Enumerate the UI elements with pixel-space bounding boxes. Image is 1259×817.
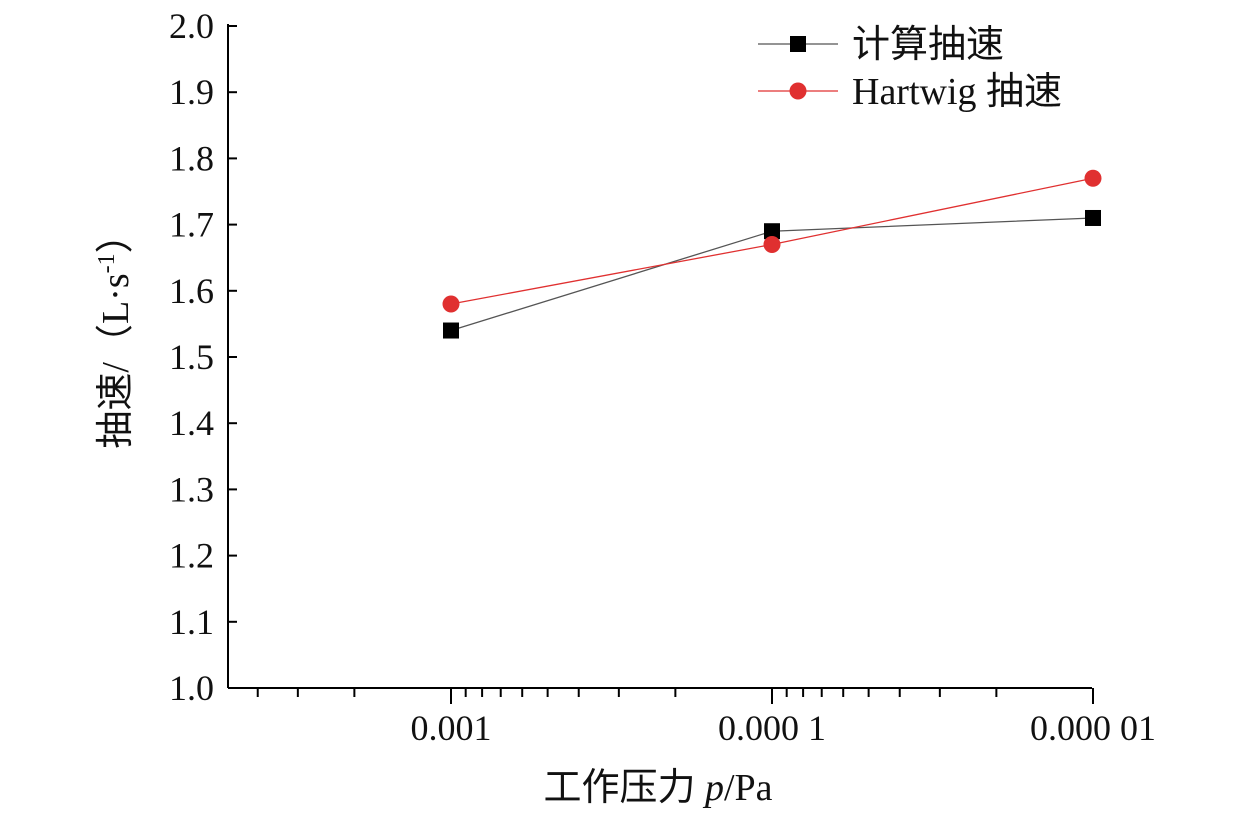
data-point-circle — [1084, 169, 1102, 187]
x-ticks: 0.001 0.000 1 0.000 01 — [256, 688, 1156, 748]
x-tick-label: 0.000 1 — [718, 708, 826, 748]
axes — [227, 24, 1092, 689]
y-tick-label: 1.2 — [169, 536, 214, 576]
legend-label: Hartwig 抽速 — [852, 71, 1062, 113]
legend-marker-square — [790, 36, 806, 52]
y-tick-label: 1.3 — [169, 469, 214, 509]
data-point-square — [443, 322, 459, 339]
y-ticks: 1.0 1.1 1.2 1.3 1.4 1.5 1.6 1.7 1.8 1.9 2.0 — [169, 6, 237, 708]
y-tick-label: 2.0 — [169, 6, 214, 46]
y-tick-label: 1.4 — [169, 403, 214, 443]
y-tick-label: 1.7 — [169, 205, 214, 245]
legend-marker-circle — [789, 82, 807, 100]
y-axis-title: 抽速/（L·s-1） — [94, 215, 137, 448]
x-tick-label: 0.001 — [411, 708, 492, 748]
y-tick-label: 1.1 — [169, 602, 214, 642]
y-tick-label: 1.6 — [169, 271, 214, 311]
y-tick-label: 1.5 — [169, 337, 214, 377]
legend: 计算抽速 Hartwig 抽速 — [758, 24, 1062, 113]
y-tick-label: 1.8 — [169, 138, 214, 178]
y-tick-label: 1.9 — [169, 72, 214, 112]
data-point-square — [1085, 209, 1101, 226]
legend-label: 计算抽速 — [852, 24, 1004, 66]
series-layer — [442, 169, 1102, 339]
data-point-circle — [763, 235, 781, 253]
y-tick-label: 1.0 — [169, 668, 214, 708]
data-point-circle — [442, 295, 460, 313]
x-tick-label: 0.000 01 — [1030, 708, 1156, 748]
x-axis-title: 工作压力 p/Pa — [543, 767, 772, 809]
data-point-square — [764, 223, 780, 240]
